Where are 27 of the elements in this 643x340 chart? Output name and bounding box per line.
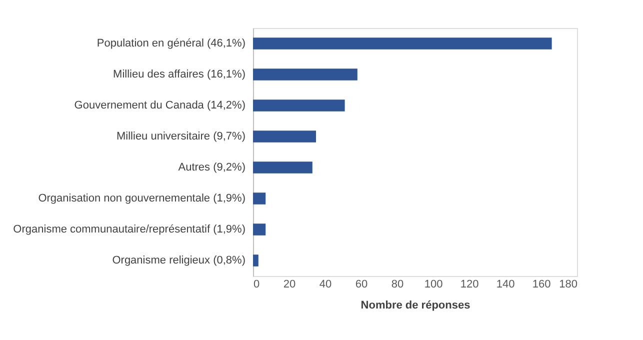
x-tick-label: 180	[559, 278, 578, 290]
x-tick-label: 40	[319, 278, 332, 290]
bar	[253, 192, 266, 204]
bar	[253, 162, 312, 174]
y-tick-label: Population en général (46,1%)	[96, 38, 246, 50]
bar	[253, 224, 266, 236]
bar	[253, 38, 552, 50]
y-tick-label: Organisation non gouvernementale (1,9%)	[38, 192, 246, 204]
x-tick-label: 100	[424, 278, 443, 290]
x-axis-title: Nombre de réponses	[360, 300, 470, 312]
x-tick-label: 140	[496, 278, 515, 290]
bar	[253, 254, 258, 266]
y-tick-label: Millieu universitaire (9,7%)	[116, 130, 246, 142]
bar	[253, 100, 345, 112]
bar	[253, 68, 358, 80]
x-tick-label: 0	[254, 278, 260, 290]
y-tick-label: Millieu des affaires (16,1%)	[113, 68, 246, 80]
y-tick-label: Autres (9,2%)	[178, 162, 246, 174]
x-tick-label: 120	[460, 278, 479, 290]
y-tick-label: Organisme religieux (0,8%)	[112, 254, 246, 266]
x-tick-label: 20	[283, 278, 296, 290]
bar	[253, 130, 316, 142]
x-tick-label: 60	[355, 278, 368, 290]
x-tick-label: 160	[532, 278, 551, 290]
y-tick-label: Organisme communautaire/représentatif (1,9%)	[13, 224, 246, 236]
y-tick-label: Gouvernement du Canada (14,2%)	[74, 100, 246, 112]
x-tick-label: 80	[391, 278, 404, 290]
